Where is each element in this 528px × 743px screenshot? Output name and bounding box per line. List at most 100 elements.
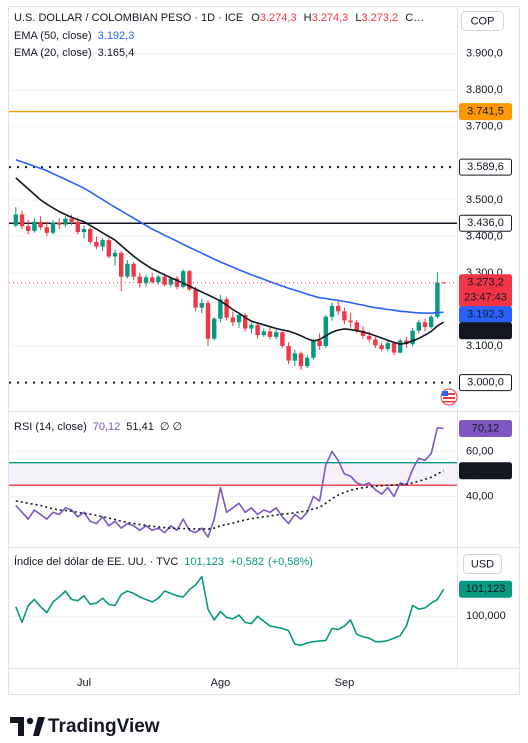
level-label: 3.000,0 — [467, 376, 504, 388]
grid-layer: 3.900,03.800,03.700,03.500,03.400,03.300… — [9, 48, 506, 622]
candle-body — [81, 229, 87, 233]
candle-body — [354, 322, 359, 331]
level-label: 3.741,5 — [467, 106, 504, 118]
y-tick-label: 3.900,0 — [466, 48, 503, 60]
candle-body — [298, 353, 304, 367]
legend-value: 3.165,4 — [98, 47, 135, 59]
candle-body — [168, 278, 173, 285]
candle-body — [329, 305, 335, 317]
candle-body — [261, 331, 266, 336]
candle-body — [441, 282, 446, 284]
candle-body — [112, 252, 118, 257]
candle-body — [360, 330, 366, 336]
level-label: 3.589,6 — [467, 161, 504, 173]
main-legend: U.S. DOLLAR / COLOMBIAN PESO · 1D · ICE … — [14, 12, 424, 24]
last-price-label-extra: 23:47:43 — [464, 292, 507, 304]
currency-box[interactable] — [461, 11, 504, 31]
candle-body — [199, 302, 204, 308]
candle-body — [410, 330, 415, 345]
candle-body — [44, 227, 49, 233]
candle-body — [292, 353, 297, 361]
currency-box[interactable] — [463, 554, 502, 574]
candle-body — [243, 314, 248, 329]
legend-value: 70,12 — [93, 421, 121, 433]
symbol-title: U.S. DOLLAR / COLOMBIAN PESO · 1D · ICE — [14, 12, 243, 24]
y-tick-label: 3.700,0 — [466, 121, 503, 133]
candle-body — [187, 271, 192, 290]
candle-body — [150, 277, 155, 283]
candle-body — [224, 299, 229, 318]
series-value-label-box — [459, 322, 512, 340]
candle-body — [19, 214, 25, 227]
y-tick-label: 3.400,0 — [466, 230, 503, 242]
x-tick-label: Ago — [211, 677, 231, 689]
series-line — [15, 469, 444, 530]
y-tick-label: 100,000 — [466, 610, 506, 622]
candle-body — [106, 240, 111, 257]
candle-body — [305, 357, 310, 367]
candle-body — [429, 316, 434, 328]
dxy-legend: Índice del dólar de EE. UU. · TVC 101,123… — [14, 555, 313, 568]
legend-change-pct: (+0,58%) — [268, 556, 313, 568]
candle-body — [75, 221, 80, 233]
logo-text: TradingView — [48, 716, 160, 737]
legend-name: EMA (50, close) — [14, 30, 92, 42]
currency-label[interactable]: COP — [471, 15, 495, 27]
level-label-box — [459, 214, 512, 232]
series-value-label-box — [459, 580, 512, 598]
candle-body — [323, 316, 328, 347]
series-line — [15, 575, 445, 647]
candle-body — [26, 226, 31, 231]
candle-body — [230, 317, 235, 323]
legend-name: RSI (14, close) — [14, 421, 87, 433]
candle-body — [119, 252, 124, 277]
series-value-label: 51,41 — [472, 465, 500, 477]
series-line — [15, 158, 444, 314]
candle-body — [391, 343, 397, 353]
readout-value: 3.274,3 — [312, 12, 349, 24]
candle-body — [69, 218, 74, 222]
candle-body — [422, 322, 428, 328]
candle-body — [125, 263, 130, 277]
candle-body — [57, 222, 62, 225]
candle-body — [342, 311, 347, 321]
label-layer: 3.741,5 3.589,6 3.436,0 3.000,0 3.273,2 23:47… — [459, 103, 512, 598]
readout-key: L — [355, 12, 361, 24]
readout-key: H — [304, 12, 312, 24]
indicator-legend: EMA (50, close) 3.192,3 — [14, 30, 134, 42]
candle-body — [143, 277, 149, 284]
candle-body — [435, 282, 440, 317]
series-value-label: 3.165,4 — [467, 325, 504, 337]
legend-change: +0,582 — [230, 556, 264, 568]
candle-body — [280, 332, 285, 347]
level-label: 3.436,0 — [467, 217, 504, 229]
series-value-label-box — [459, 420, 512, 438]
candle-body — [63, 218, 68, 225]
legend-extra: ∅ ∅ — [160, 421, 182, 433]
plot-layer: Jul Ago Sep — [9, 110, 457, 689]
candle-body — [100, 240, 105, 247]
readout-value: 3.274,3 — [260, 12, 297, 24]
candle-body — [193, 289, 198, 308]
series-value-label: 3.192,3 — [467, 309, 504, 321]
level-label-box — [459, 374, 512, 392]
y-tick-label: 40,00 — [466, 490, 494, 502]
series-value-label-box — [459, 462, 512, 480]
candle-body — [311, 340, 316, 358]
series-value-label: 101,123 — [466, 583, 506, 595]
candle-body — [13, 214, 18, 226]
candle-body — [88, 229, 93, 242]
chart-frame — [8, 6, 520, 695]
x-tick-label: Sep — [335, 677, 355, 689]
y-tick-label: 3.500,0 — [466, 194, 503, 206]
candle-body — [398, 340, 403, 353]
candle-body — [317, 340, 322, 347]
candle-body — [367, 335, 372, 340]
candle-body — [274, 332, 279, 337]
currency-label[interactable]: USD — [471, 558, 494, 570]
readout-key: C… — [405, 12, 424, 24]
candle-body — [373, 339, 378, 346]
rsi-legend: RSI (14, close) 70,12 51,41 ∅ ∅ — [14, 421, 182, 433]
candle-body — [249, 324, 254, 329]
